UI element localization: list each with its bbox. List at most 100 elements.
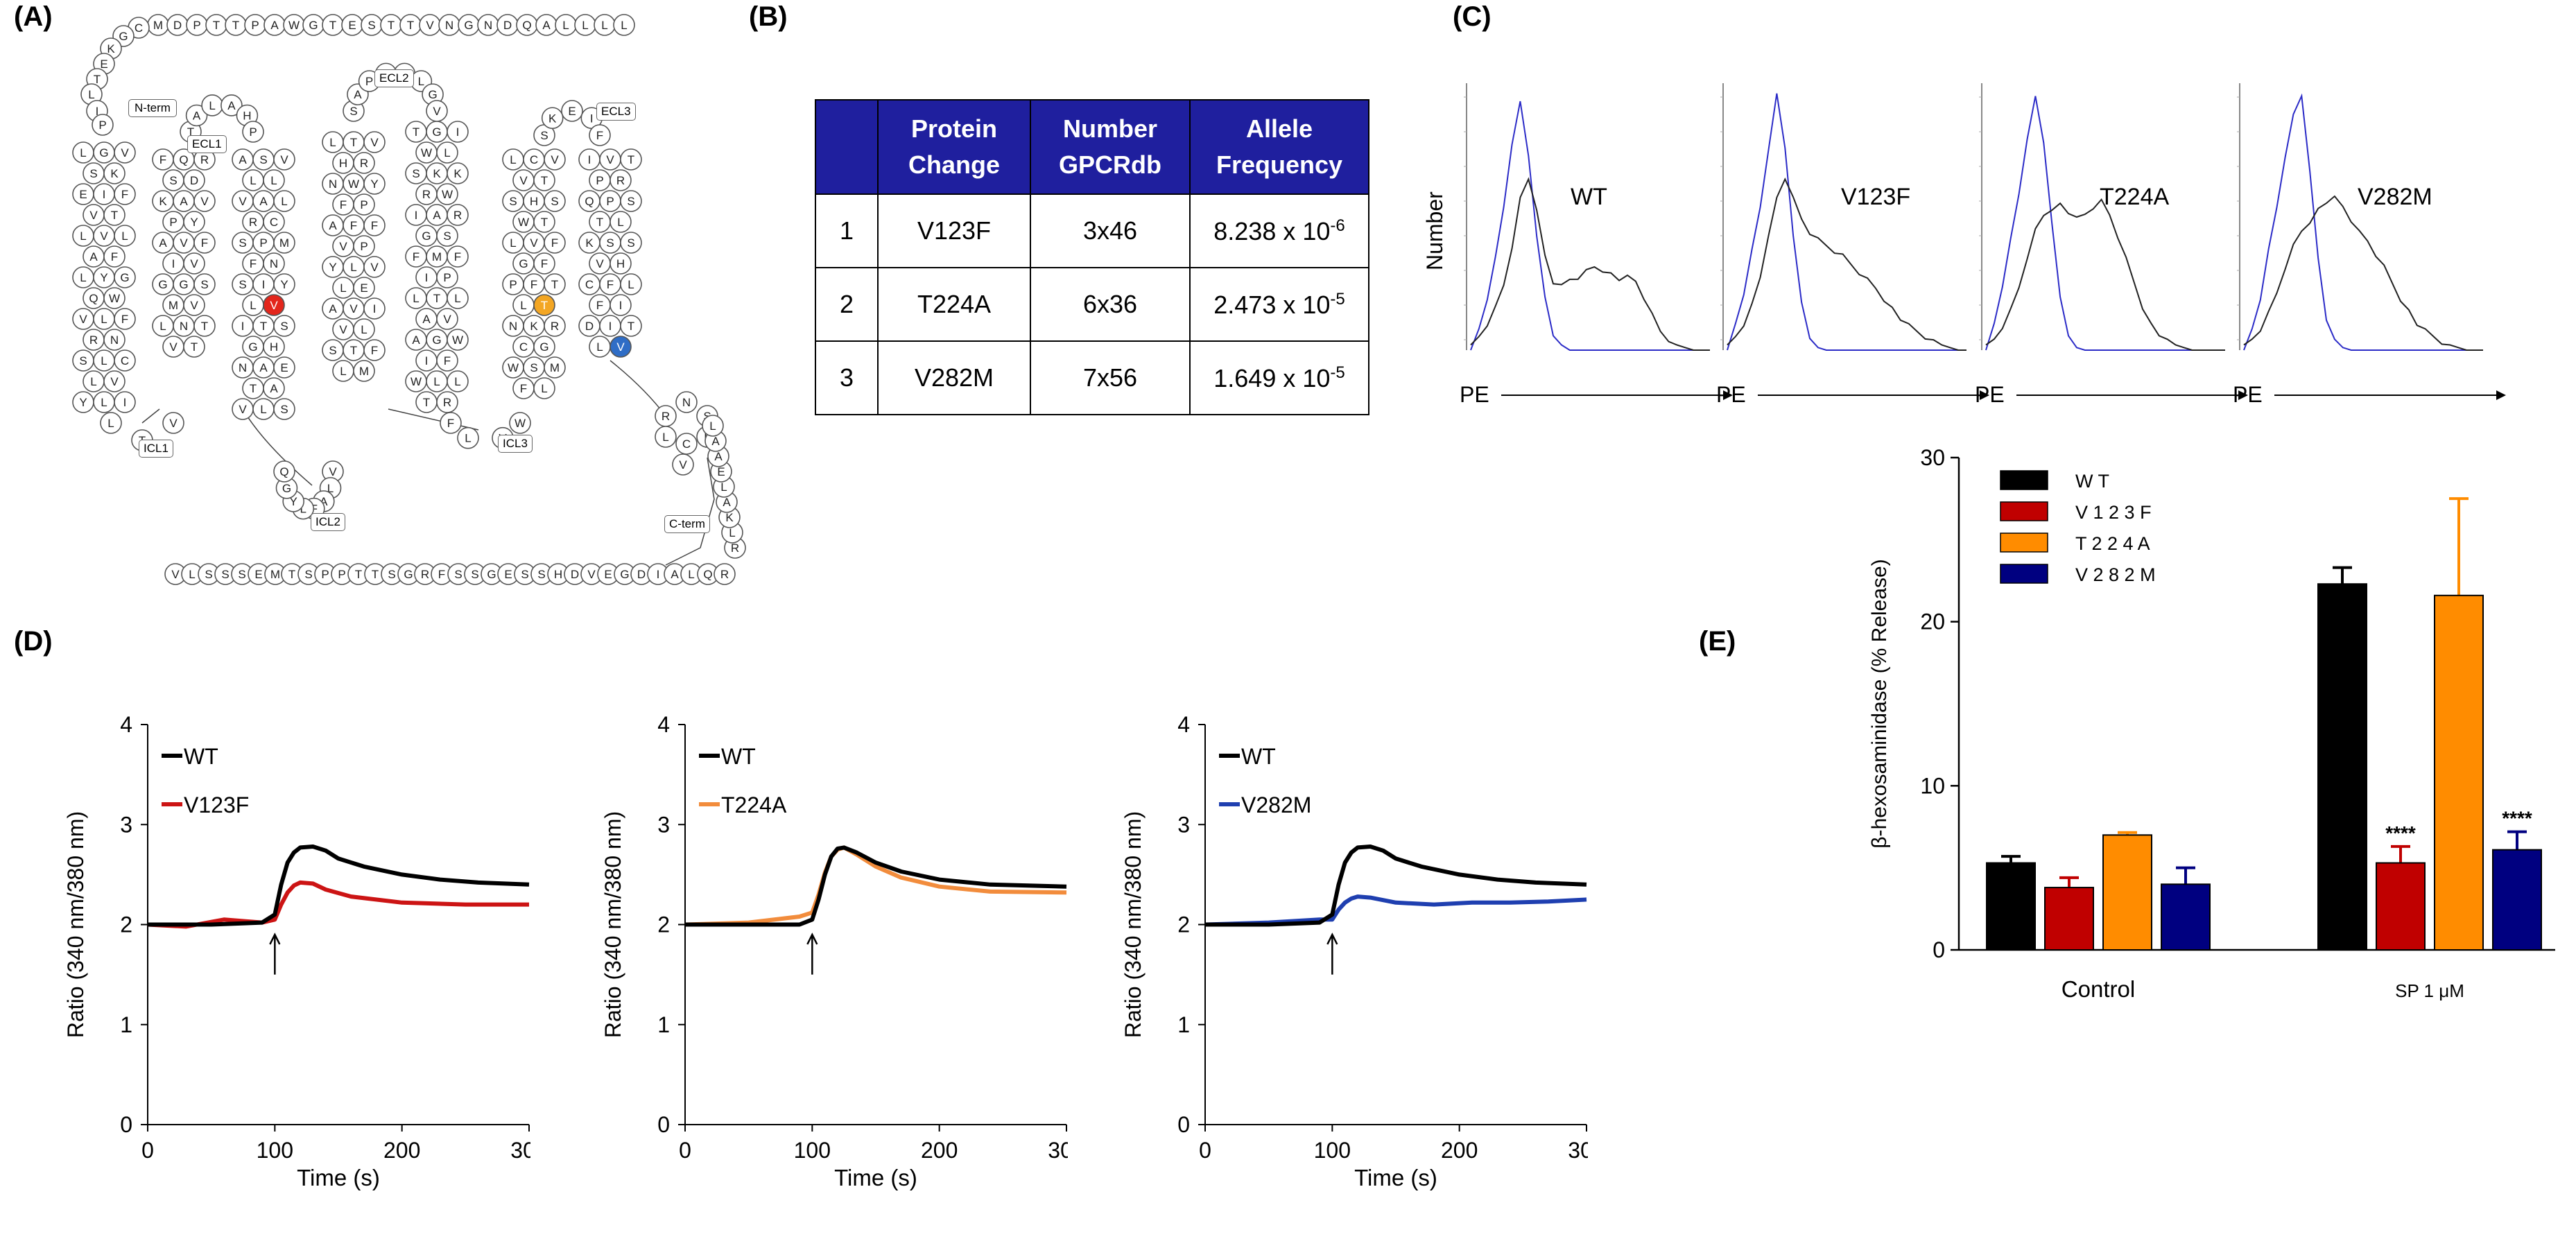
residue-letter: G: [620, 568, 629, 581]
residue-letter: P: [321, 568, 329, 581]
residue-letter: I: [456, 125, 460, 139]
residue-letter: T: [541, 174, 548, 187]
residue-letter: P: [169, 216, 177, 229]
residue-letter: R: [453, 209, 462, 222]
residue-letter: T: [250, 382, 257, 395]
residue-letter: W: [518, 216, 529, 229]
control-histogram: [2243, 93, 2483, 351]
residue-letter: Q: [585, 195, 594, 208]
residue-letter: P: [360, 240, 368, 253]
residue-letter: A: [412, 333, 420, 347]
residue-letter: N: [270, 257, 278, 270]
residue-letter: L: [281, 195, 287, 208]
y-tick-label: 4: [657, 712, 670, 737]
residue-letter: G: [282, 482, 291, 495]
residue-letter: G: [432, 125, 441, 139]
residue-letter: I: [262, 278, 266, 291]
residue-circle: [273, 273, 295, 295]
residue-letter: L: [327, 482, 334, 495]
significance-mark: ****: [2385, 822, 2416, 844]
frequency-base: 1.649 x 10: [1213, 363, 1331, 392]
flow-histogram: V123F PE: [1716, 83, 1989, 407]
residue-letter: R: [551, 320, 559, 333]
residue-letter: Y: [100, 271, 107, 284]
residue-letter: V: [329, 465, 337, 478]
residue-circle: [544, 315, 566, 337]
residue-circle: [436, 225, 458, 247]
residue-circle: [103, 329, 126, 351]
residue-letter: L: [329, 136, 336, 149]
residue-circle: [436, 141, 458, 164]
residue-letter: T: [232, 19, 239, 32]
pe-axis-label: PE: [1460, 382, 1489, 407]
residue-circle: [447, 287, 469, 309]
residue-circle: [353, 193, 375, 216]
bar: [2102, 834, 2152, 951]
residue-letter: L: [250, 299, 256, 312]
residue-letter: R: [421, 568, 429, 581]
residue-circle: [561, 100, 583, 122]
residue-letter: F: [551, 236, 558, 250]
residue-letter: T: [187, 125, 194, 139]
residue-letter: V: [679, 458, 687, 471]
residue-letter: F: [596, 129, 603, 142]
residue-letter: E: [604, 568, 612, 581]
residue-letter: Y: [280, 278, 288, 291]
y-tick-label: 0: [657, 1112, 670, 1137]
residue-letter: V: [169, 417, 178, 430]
legend-swatch: [2000, 470, 2048, 490]
residue-circle: [183, 336, 205, 358]
stimulus-arrow-head: [269, 933, 281, 945]
residue-circle: [183, 169, 205, 191]
residue-letter: I: [172, 257, 175, 270]
residue-letter: S: [280, 320, 288, 333]
residue-letter: V: [180, 236, 188, 250]
y-tick-label: 2: [657, 912, 670, 937]
residue-letter: G: [519, 257, 528, 270]
residue-letter: P: [251, 19, 259, 32]
residue-circle: [544, 190, 566, 212]
residue-letter: N: [484, 19, 492, 32]
y-tick-label: 3: [120, 812, 132, 837]
residue-letter: Y: [190, 216, 198, 229]
x-axis-label: Time (s): [834, 1165, 917, 1190]
bar: [2376, 862, 2426, 951]
residue-letter: L: [121, 229, 128, 243]
residue-letter: T: [213, 19, 220, 32]
residue-letter: E: [504, 568, 512, 581]
trace-wt: [148, 844, 530, 927]
residue-letter: L: [260, 403, 266, 416]
residue-circle: [273, 190, 295, 212]
trace-wt: [1205, 844, 1587, 927]
residue-letter: F: [371, 344, 378, 357]
stimulus-arrow-head: [1326, 933, 1338, 945]
residue-letter: N: [682, 396, 691, 409]
residue-letter: P: [596, 174, 603, 187]
residue-letter: S: [239, 278, 246, 291]
residue-circle: [533, 211, 555, 233]
residue-circle: [263, 252, 285, 275]
residue-letter: Q: [89, 292, 98, 305]
residue-letter: V: [169, 340, 178, 354]
y-axis-label: Ratio (340 nm/380 nm): [600, 811, 625, 1038]
y-axis-label: Ratio (340 nm/380 nm): [63, 811, 88, 1038]
residue-letter: L: [433, 375, 440, 388]
residue-letter: G: [158, 278, 167, 291]
row-number: 7x56: [1030, 340, 1191, 415]
residue-letter: H: [270, 340, 278, 354]
residue-letter: T: [94, 73, 101, 86]
residue-letter: F: [454, 250, 461, 263]
residue-letter: L: [340, 365, 346, 378]
residue-letter: L: [101, 313, 107, 326]
residue-letter: V: [433, 105, 441, 118]
residue-letter: S: [280, 403, 288, 416]
y-tick-label: 1: [657, 1012, 670, 1037]
residue-circle: [183, 252, 205, 275]
residue-circle: [457, 426, 479, 449]
residue-letter: G: [119, 30, 128, 43]
residue-letter: K: [585, 236, 594, 250]
residue-letter: F: [340, 198, 347, 211]
residue-circle: [533, 294, 555, 316]
legend-label: V123F: [184, 792, 249, 817]
residue-letter: P: [443, 271, 451, 284]
